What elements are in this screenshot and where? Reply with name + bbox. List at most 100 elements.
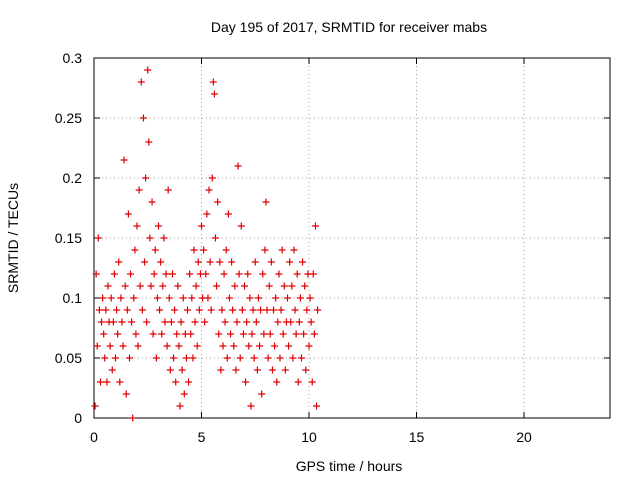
- grid: [94, 58, 610, 418]
- data-point: [99, 294, 107, 302]
- data-point: [205, 186, 213, 194]
- data-point: [198, 222, 205, 230]
- data-point: [311, 222, 319, 230]
- data-point: [217, 366, 225, 374]
- data-point: [261, 246, 269, 254]
- data-point: [148, 198, 156, 206]
- y-tick-label: 0.25: [55, 110, 82, 126]
- y-tick-label: 0.05: [55, 350, 82, 366]
- data-point: [195, 306, 203, 314]
- data-point: [95, 306, 103, 314]
- data-point: [225, 294, 233, 302]
- y-tick-label: 0.1: [63, 290, 83, 306]
- data-point: [239, 330, 247, 338]
- data-point: [268, 366, 276, 374]
- data-point: [209, 78, 217, 86]
- data-point: [131, 246, 139, 254]
- data-point: [122, 390, 130, 398]
- data-point: [157, 258, 165, 266]
- data-point: [299, 258, 307, 266]
- x-tick-label: 20: [516, 429, 532, 445]
- data-point: [147, 282, 155, 290]
- data-point: [210, 90, 218, 98]
- data-point: [256, 342, 264, 350]
- data-point: [153, 294, 161, 302]
- data-point: [156, 306, 164, 314]
- data-point: [203, 210, 211, 218]
- data-point: [191, 318, 199, 326]
- data-point: [186, 270, 194, 278]
- data-point: [286, 258, 294, 266]
- data-point: [189, 354, 197, 362]
- data-point: [211, 234, 219, 242]
- data-point: [91, 402, 99, 410]
- data-point: [300, 330, 308, 338]
- data-point: [144, 66, 152, 74]
- data-point: [207, 306, 215, 314]
- data-point: [222, 246, 230, 254]
- data-point: [193, 342, 201, 350]
- data-point: [273, 378, 281, 386]
- data-point: [214, 198, 222, 206]
- data-point: [155, 222, 162, 230]
- data-point: [313, 402, 321, 410]
- data-point: [227, 330, 235, 338]
- data-point: [234, 162, 242, 170]
- data-point: [101, 354, 109, 362]
- data-point: [276, 354, 284, 362]
- data-point: [180, 390, 188, 398]
- data-point: [152, 354, 160, 362]
- data-point: [307, 318, 315, 326]
- x-axis-label: GPS time / hours: [296, 458, 403, 474]
- data-point: [167, 318, 175, 326]
- data-point: [158, 330, 166, 338]
- data-point: [128, 318, 136, 326]
- data-point: [184, 306, 192, 314]
- data-point: [177, 318, 185, 326]
- data-point: [288, 282, 296, 290]
- data-point: [287, 318, 295, 326]
- data-point: [260, 330, 268, 338]
- data-point: [223, 354, 231, 362]
- data-point: [185, 378, 193, 386]
- data-point: [249, 306, 257, 314]
- data-point: [192, 282, 200, 290]
- data-point: [247, 402, 255, 410]
- data-point: [243, 318, 251, 326]
- data-point: [129, 414, 137, 422]
- data-point: [108, 366, 116, 374]
- data-point: [252, 318, 260, 326]
- data-point: [215, 330, 223, 338]
- data-point: [246, 294, 254, 302]
- data-point: [218, 306, 226, 314]
- data-point: [275, 270, 283, 278]
- data-point: [118, 318, 126, 326]
- data-point: [295, 318, 303, 326]
- data-point: [267, 258, 275, 266]
- y-tick-label: 0: [74, 410, 82, 426]
- data-point: [149, 330, 157, 338]
- data-point: [238, 306, 246, 314]
- data-point: [281, 366, 289, 374]
- data-point: [206, 258, 214, 266]
- data-point: [208, 174, 216, 182]
- data-point: [291, 306, 299, 314]
- data-point: [280, 282, 288, 290]
- data-point: [137, 78, 145, 86]
- data-point: [305, 342, 313, 350]
- x-tick-label: 10: [301, 429, 317, 445]
- data-point: [204, 294, 212, 302]
- y-tick-label: 0.2: [63, 170, 83, 186]
- data-point: [98, 318, 106, 326]
- data-point: [179, 294, 187, 302]
- data-point: [229, 306, 237, 314]
- data-point: [216, 258, 224, 266]
- data-point: [94, 234, 102, 242]
- data-point: [296, 294, 304, 302]
- data-point: [301, 282, 309, 290]
- data-point: [308, 378, 316, 386]
- data-point: [114, 330, 122, 338]
- data-point: [310, 330, 318, 338]
